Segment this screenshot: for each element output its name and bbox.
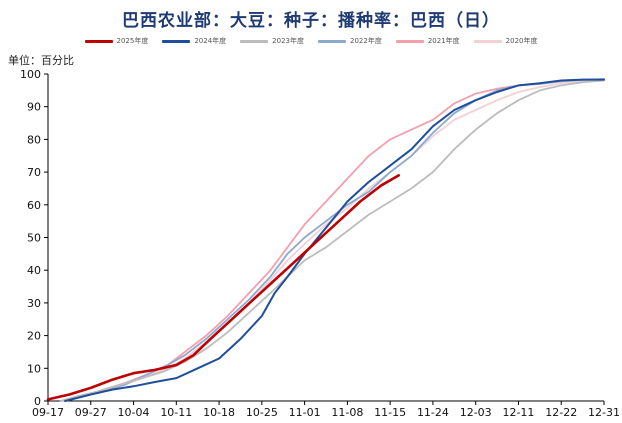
x-tick-label: 10-18 <box>203 406 235 419</box>
legend-item: 2024年度 <box>162 36 226 46</box>
series-line-2025年度 <box>46 174 400 401</box>
legend-label: 2020年度 <box>505 37 538 45</box>
legend-item: 2020年度 <box>473 36 538 46</box>
x-tick-label: 10-11 <box>160 406 192 419</box>
legend-label: 2021年度 <box>427 37 460 45</box>
x-tick-label: 12-11 <box>502 406 534 419</box>
x-tick-label: 12-22 <box>545 406 577 419</box>
y-axis-unit-label: 单位：百分比 <box>8 54 74 67</box>
legend-item: 2021年度 <box>395 36 460 46</box>
y-tick-label: 70 <box>27 166 41 179</box>
y-tick-label: 0 <box>34 395 41 408</box>
series-line-2020年度 <box>59 78 605 402</box>
y-tick-label: 60 <box>27 199 41 212</box>
legend-swatch <box>395 39 424 43</box>
y-tick-label: 30 <box>27 297 41 310</box>
x-tick-label: 10-04 <box>118 406 150 419</box>
series-line-2022年度 <box>59 78 605 402</box>
x-tick-label: 11-08 <box>331 406 363 419</box>
series-line-2023年度 <box>59 79 605 402</box>
legend-item: 2025年度 <box>84 36 149 46</box>
legend-swatch <box>162 39 191 43</box>
series-line-2024年度 <box>64 78 605 402</box>
legend-label: 2022年度 <box>350 37 382 45</box>
legend: 2025年度 2024年度 2023年度 2022年度 2021年度 2020年度 <box>0 36 622 46</box>
y-tick-label: 50 <box>27 232 41 245</box>
legend-label: 2024年度 <box>194 37 227 45</box>
y-tick-label: 80 <box>27 133 41 146</box>
y-tick-label: 100 <box>20 68 41 81</box>
x-tick-label: 11-01 <box>289 406 321 419</box>
x-tick-label: 09-17 <box>32 406 64 419</box>
legend-swatch <box>84 39 113 43</box>
legend-swatch <box>240 39 269 43</box>
y-tick-label: 10 <box>27 362 41 375</box>
x-tick-label: 12-31 <box>588 406 620 419</box>
x-tick-label: 09-27 <box>75 406 107 419</box>
legend-swatch <box>473 39 502 43</box>
legend-item: 2022年度 <box>318 36 382 46</box>
legend-swatch <box>318 39 346 43</box>
legend-item: 2023年度 <box>240 36 304 46</box>
x-tick-label: 10-25 <box>246 406 278 419</box>
legend-label: 2025年度 <box>116 37 149 45</box>
x-tick-label: 12-03 <box>460 406 492 419</box>
y-tick-label: 40 <box>27 264 41 277</box>
y-tick-label: 90 <box>27 101 41 114</box>
y-tick-label: 20 <box>27 330 41 343</box>
series-line-2021年度 <box>59 78 605 402</box>
x-tick-label: 11-15 <box>374 406 406 419</box>
x-tick-label: 11-24 <box>417 406 449 419</box>
chart-title: 巴西农业部：大豆：种子：播种率：巴西（日） <box>122 11 500 31</box>
legend-label: 2023年度 <box>272 37 304 45</box>
